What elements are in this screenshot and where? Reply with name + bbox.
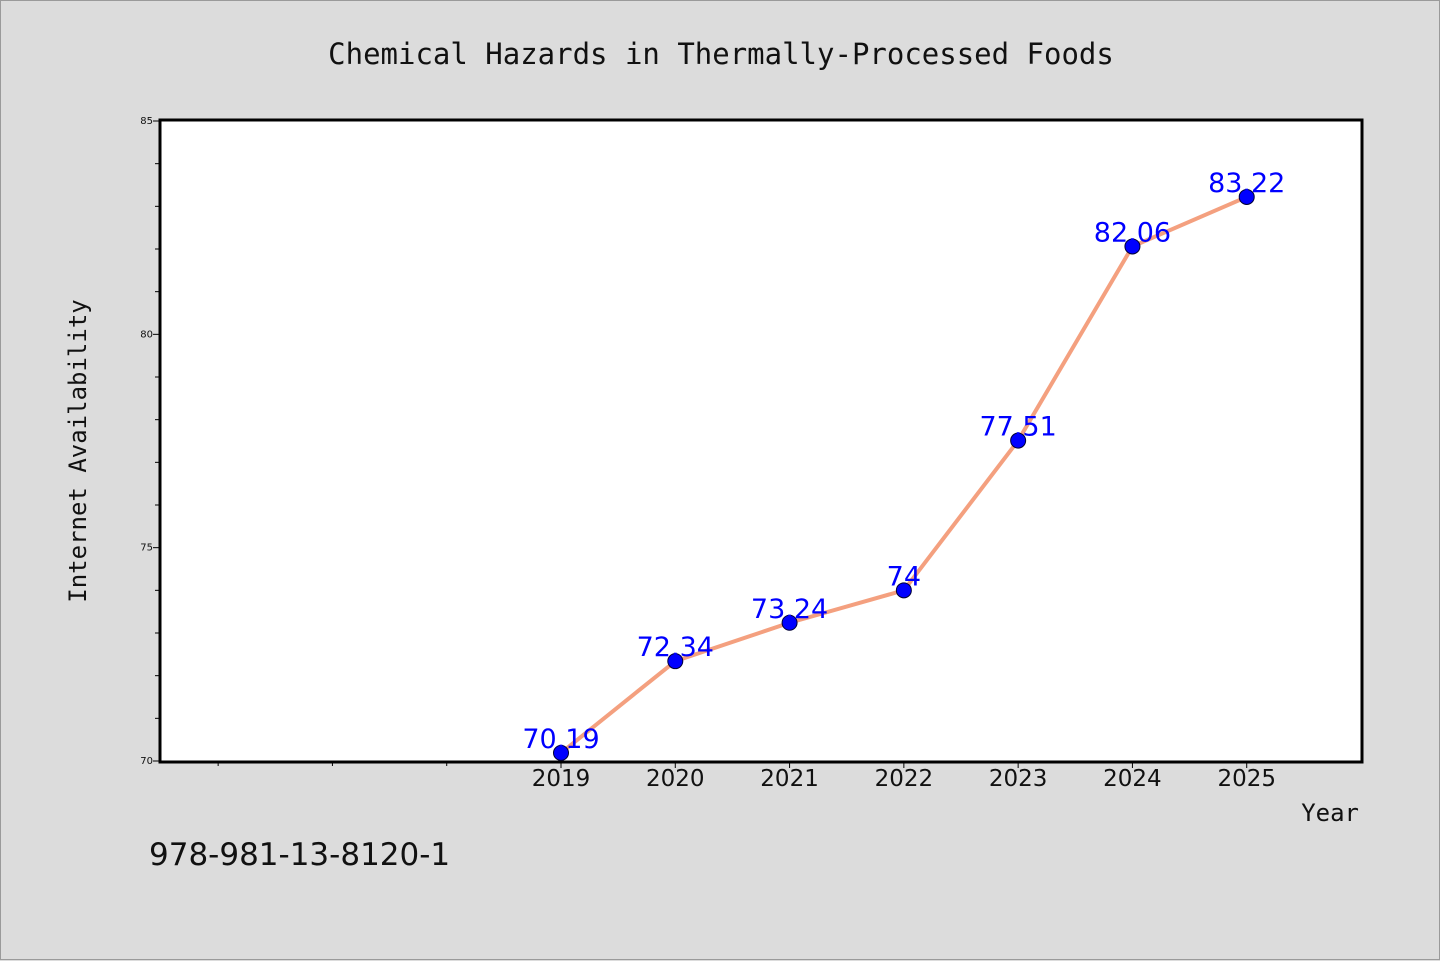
data-point [1010, 432, 1027, 449]
data-label: 72.34 [637, 632, 714, 663]
x-tick-label: 2021 [760, 766, 819, 792]
y-axis: 70 75 80 85 [140, 116, 161, 767]
data-label: 70.19 [522, 724, 599, 755]
y-axis-label: Internet Availability [64, 299, 92, 602]
data-label: 73.24 [751, 594, 828, 625]
data-label: 82.06 [1094, 217, 1171, 248]
x-tick-label: 2025 [1217, 766, 1276, 792]
x-axis: 2019 2020 2021 2022 2023 2024 2025 [217, 761, 1276, 792]
data-point [781, 614, 798, 631]
data-point [895, 582, 912, 599]
x-tick-label: 2023 [989, 766, 1048, 792]
data-point [667, 653, 684, 670]
y-tick-label: 75 [140, 543, 153, 554]
data-point [553, 744, 569, 761]
isbn-annotation: 978-981-13-8120-1 [149, 837, 450, 873]
data-label: 83.22 [1208, 168, 1285, 199]
y-tick-label: 80 [140, 329, 153, 340]
series-layer: 70.19 72.34 73.24 74 77.51 82.06 83.22 [522, 168, 1285, 761]
y-tick-label: 70 [140, 756, 153, 767]
x-tick-label: 2024 [1103, 766, 1162, 792]
y-tick-label: 85 [140, 116, 153, 127]
data-point [1124, 238, 1141, 255]
x-axis-label: Year [1301, 799, 1359, 827]
x-tick-label: 2019 [532, 766, 591, 792]
data-label: 77.51 [979, 412, 1056, 443]
x-tick-label: 2020 [646, 766, 705, 792]
x-tick-label: 2022 [875, 766, 934, 792]
data-label: 74 [887, 561, 921, 592]
plot-area [158, 118, 1364, 764]
data-point [1238, 188, 1255, 205]
chart-title: Chemical Hazards in Thermally-Processed … [328, 37, 1114, 71]
